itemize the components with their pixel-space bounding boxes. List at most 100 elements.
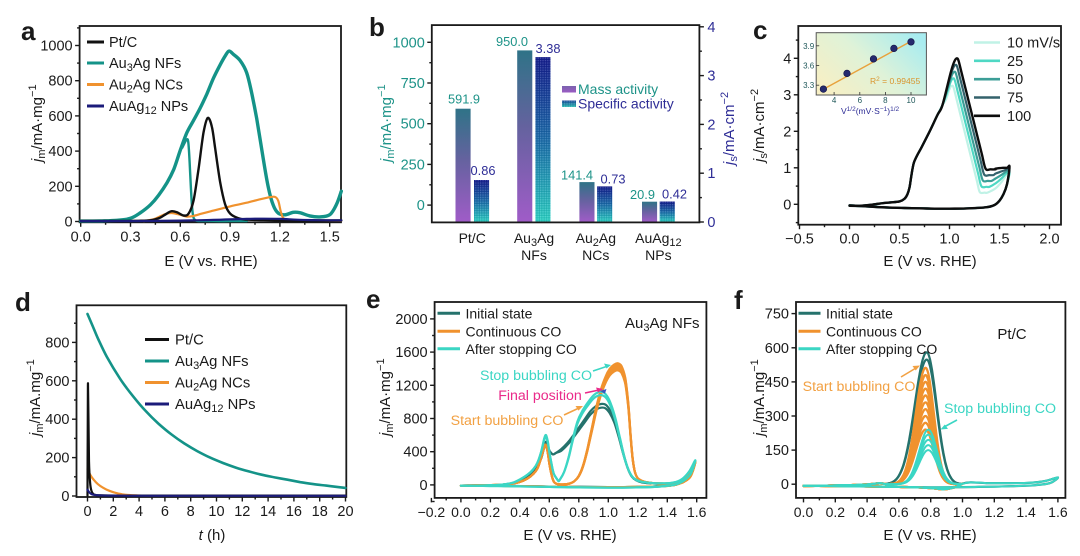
svg-text:200: 200 (45, 451, 69, 467)
svg-text:3.38: 3.38 (536, 41, 561, 56)
svg-text:8: 8 (883, 96, 888, 105)
svg-text:3.9: 3.9 (803, 42, 815, 51)
svg-text:6: 6 (858, 96, 863, 105)
svg-text:14: 14 (260, 504, 276, 520)
svg-text:E (V vs. RHE): E (V vs. RHE) (523, 527, 616, 544)
svg-text:18: 18 (312, 504, 328, 520)
svg-text:NFs: NFs (521, 247, 547, 263)
svg-text:0: 0 (61, 489, 69, 505)
svg-text:1600: 1600 (395, 345, 427, 361)
svg-text:4: 4 (707, 20, 715, 36)
svg-text:After stopping CO: After stopping CO (826, 341, 937, 357)
svg-text:e: e (366, 284, 380, 314)
svg-text:800: 800 (48, 74, 72, 90)
svg-text:4: 4 (135, 504, 143, 520)
svg-text:f: f (734, 285, 743, 315)
svg-text:0.0: 0.0 (451, 504, 471, 520)
svg-text:0.2: 0.2 (481, 504, 501, 520)
svg-text:0.6: 0.6 (540, 504, 560, 520)
svg-text:12: 12 (234, 504, 250, 520)
svg-text:3.3: 3.3 (803, 81, 815, 90)
svg-text:1.6: 1.6 (1048, 504, 1068, 520)
svg-text:1.4: 1.4 (658, 504, 678, 520)
svg-text:0.42: 0.42 (662, 187, 687, 202)
svg-text:Pt/C: Pt/C (997, 326, 1026, 343)
svg-text:100: 100 (1007, 109, 1031, 125)
svg-text:1.6: 1.6 (687, 504, 707, 520)
svg-text:0.0: 0.0 (839, 232, 859, 248)
svg-text:AuAg12 NPs: AuAg12 NPs (109, 99, 188, 117)
svg-text:800: 800 (45, 335, 69, 351)
svg-text:4: 4 (783, 51, 791, 67)
svg-text:0.4: 0.4 (857, 504, 877, 520)
svg-text:1.0: 1.0 (599, 504, 619, 520)
svg-text:400: 400 (45, 412, 69, 428)
svg-text:Pt/C: Pt/C (175, 333, 204, 349)
svg-text:jm/mA.mg−1: jm/mA.mg−1 (25, 359, 46, 438)
svg-text:1.5: 1.5 (320, 229, 340, 245)
svg-text:b: b (369, 12, 385, 42)
svg-text:Au2Ag: Au2Ag (576, 230, 616, 249)
svg-text:Au3Ag NFs: Au3Ag NFs (175, 354, 249, 372)
svg-text:0.73: 0.73 (601, 171, 626, 186)
svg-text:600: 600 (765, 341, 789, 357)
svg-text:1000: 1000 (40, 39, 72, 55)
svg-text:1200: 1200 (395, 378, 427, 394)
svg-text:600: 600 (48, 109, 72, 125)
svg-text:1.5: 1.5 (989, 232, 1009, 248)
svg-text:Stop bubbling CO: Stop bubbling CO (944, 401, 1056, 417)
svg-text:0.86: 0.86 (471, 163, 496, 178)
svg-text:−0.2: −0.2 (418, 504, 446, 520)
svg-text:jm/mA.mg−1: jm/mA.mg−1 (749, 359, 770, 438)
svg-text:0.2: 0.2 (826, 504, 846, 520)
svg-text:1.0: 1.0 (953, 504, 973, 520)
svg-text:Continuous CO: Continuous CO (826, 323, 922, 339)
svg-text:Specific activity: Specific activity (578, 96, 674, 112)
svg-text:Au2Ag NCs: Au2Ag NCs (175, 376, 250, 394)
svg-text:0.0: 0.0 (71, 229, 91, 245)
svg-text:750: 750 (765, 307, 789, 323)
svg-text:250: 250 (401, 157, 425, 173)
svg-text:0.8: 0.8 (569, 504, 589, 520)
svg-text:Start bubbling CO: Start bubbling CO (451, 413, 564, 429)
svg-text:1: 1 (783, 161, 791, 177)
svg-text:E (V vs. RHE): E (V vs. RHE) (883, 527, 976, 544)
svg-text:20: 20 (337, 504, 353, 520)
svg-text:0.8: 0.8 (921, 504, 941, 520)
svg-text:0.3: 0.3 (120, 229, 140, 245)
svg-text:8: 8 (187, 504, 195, 520)
svg-text:1.0: 1.0 (939, 232, 959, 248)
svg-text:Continuous CO: Continuous CO (466, 323, 562, 339)
svg-text:js/mA·cm−2: js/mA·cm−2 (749, 89, 770, 164)
svg-text:75: 75 (1007, 91, 1023, 107)
svg-text:1.2: 1.2 (270, 229, 290, 245)
svg-text:Au3Ag NFs: Au3Ag NFs (109, 56, 181, 74)
svg-text:0: 0 (65, 215, 73, 231)
svg-text:400: 400 (48, 144, 72, 160)
svg-text:10: 10 (208, 504, 224, 520)
svg-text:jm/mA·mg−1: jm/mA·mg−1 (376, 84, 397, 164)
svg-text:jm/mA·mg−1: jm/mA·mg−1 (375, 358, 396, 438)
svg-text:25: 25 (1007, 54, 1023, 70)
svg-text:Au3Ag NFs: Au3Ag NFs (625, 315, 700, 334)
svg-text:AuAg12 NPs: AuAg12 NPs (175, 397, 256, 415)
svg-text:400: 400 (403, 445, 427, 461)
svg-text:R2 = 0.99455: R2 = 0.99455 (870, 76, 920, 86)
svg-text:200: 200 (48, 179, 72, 195)
svg-text:0: 0 (420, 478, 428, 494)
svg-text:2.0: 2.0 (1039, 232, 1059, 248)
svg-text:0.6: 0.6 (170, 229, 190, 245)
svg-text:0.5: 0.5 (889, 232, 909, 248)
svg-text:0.0: 0.0 (794, 504, 814, 520)
svg-text:3: 3 (707, 69, 715, 85)
svg-text:591.9: 591.9 (448, 92, 480, 107)
svg-text:0: 0 (707, 215, 715, 231)
svg-text:10 mV/s: 10 mV/s (1007, 36, 1060, 52)
svg-text:600: 600 (45, 374, 69, 390)
svg-text:Initial state: Initial state (466, 305, 533, 321)
svg-text:950.0: 950.0 (496, 34, 528, 49)
svg-text:1.2: 1.2 (628, 504, 648, 520)
svg-text:10: 10 (907, 96, 916, 105)
svg-text:NPs: NPs (645, 247, 671, 263)
svg-text:0.9: 0.9 (220, 229, 240, 245)
